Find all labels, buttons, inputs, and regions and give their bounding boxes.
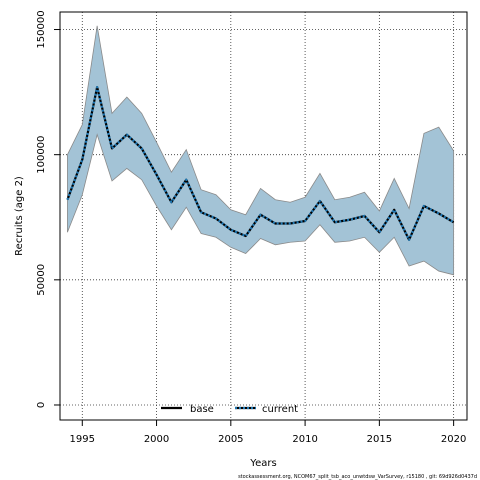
- legend-base-label: base: [190, 404, 214, 415]
- y-tick-label: 100000: [36, 136, 47, 174]
- legend-current-label: current: [262, 404, 298, 415]
- x-tick-label: 1995: [70, 434, 95, 445]
- y-axis-ticks: 0 50000 100000 150000: [36, 10, 60, 408]
- y-axis-label: Recruits (age 2): [14, 176, 25, 256]
- x-tick-label: 2015: [367, 434, 392, 445]
- plot-frame: [59, 11, 468, 421]
- x-tick-label: 2005: [218, 434, 243, 445]
- legend: base current: [161, 404, 298, 415]
- uncertainty-band: [67, 25, 455, 276]
- x-tick-label: 2020: [441, 434, 466, 445]
- y-tick-label: 0: [36, 402, 47, 408]
- y-tick-label: 50000: [36, 264, 47, 296]
- x-tick-label: 2010: [292, 434, 317, 445]
- x-tick-label: 2000: [144, 434, 169, 445]
- series-lines: [66, 85, 455, 241]
- y-tick-label: 150000: [36, 10, 47, 48]
- x-axis-ticks: 1995 2000 2005 2010 2015 2020: [70, 420, 466, 445]
- series-line-current: [66, 85, 455, 241]
- confidence-band: [67, 25, 455, 276]
- x-axis-label: Years: [249, 458, 276, 469]
- footer-caption: stockassessment.org, NCOM67_split_tsb_ac…: [238, 474, 477, 480]
